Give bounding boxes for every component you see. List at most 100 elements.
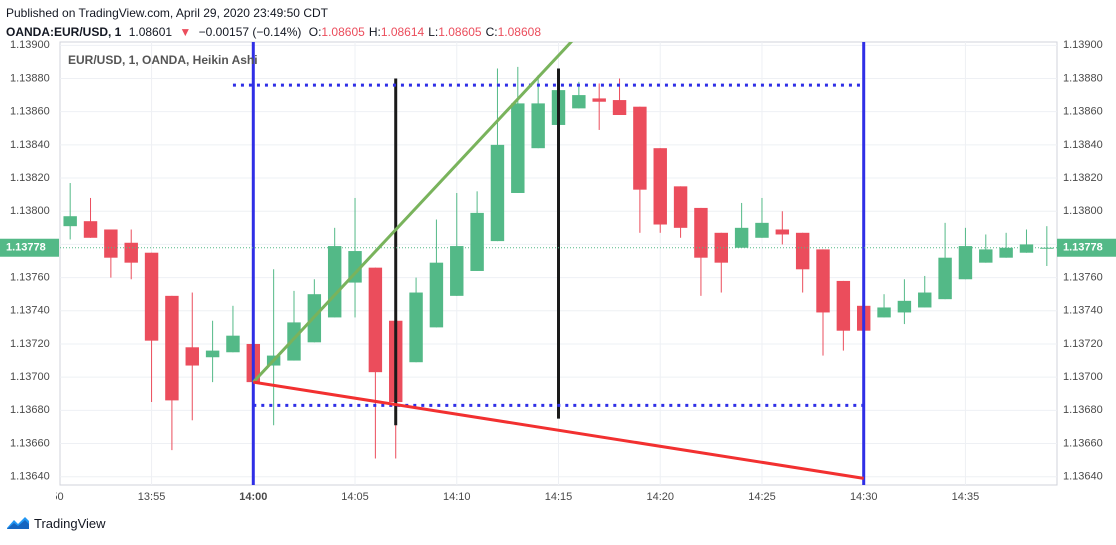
candle-body bbox=[877, 307, 891, 318]
y-tick-label: 1.13880 bbox=[10, 72, 50, 84]
candle-body bbox=[144, 252, 159, 341]
candle-body bbox=[368, 267, 383, 373]
candle-body bbox=[795, 232, 810, 270]
candle-body bbox=[938, 257, 952, 300]
candle-body bbox=[327, 246, 342, 318]
y-tick-label: 1.13700 bbox=[10, 371, 50, 383]
candle-body bbox=[429, 262, 444, 328]
last-price-label: 1.13778 bbox=[6, 242, 46, 254]
y-tick-label: 1.13900 bbox=[10, 39, 50, 51]
ohlc-value: 1.08605 bbox=[438, 25, 482, 39]
y-tick-label: 1.13840 bbox=[10, 139, 50, 151]
chart: 1.13640 1.13640 1.13660 1.13660 1.13680 1.136… bbox=[0, 39, 1116, 503]
ohlc: O:1.08605 H:1.08614 L:1.08605 C:1.08608 bbox=[309, 25, 545, 39]
x-tick-label: 13:55 bbox=[138, 491, 166, 503]
last-price-label: 1.13778 bbox=[1063, 242, 1103, 254]
y-tick-label-right: 1.13640 bbox=[1063, 471, 1103, 483]
y-tick-label-right: 1.13840 bbox=[1063, 139, 1103, 151]
candle-body bbox=[999, 247, 1013, 258]
y-tick-label-right: 1.13720 bbox=[1063, 338, 1103, 350]
candle-body bbox=[165, 295, 179, 401]
y-tick-label: 1.13660 bbox=[10, 437, 50, 449]
candle-body bbox=[104, 229, 118, 258]
candle-body bbox=[694, 207, 708, 258]
ohlc-label: C: bbox=[485, 25, 498, 39]
candle-body bbox=[226, 335, 240, 353]
candle-body bbox=[287, 322, 301, 361]
candle-body bbox=[1019, 244, 1034, 253]
change: −0.00157 (−0.14%) bbox=[198, 25, 302, 39]
candle-body bbox=[63, 216, 77, 227]
candle-body bbox=[409, 292, 423, 363]
x-tick-label: 14:25 bbox=[748, 491, 776, 503]
y-tick-label-right: 1.13820 bbox=[1063, 172, 1103, 184]
candle-body bbox=[755, 222, 769, 238]
chart-title: EUR/USD, 1, OANDA, Heikin Ashi bbox=[68, 53, 258, 67]
candle-body bbox=[450, 246, 464, 296]
candle-body bbox=[612, 100, 627, 116]
candle-body bbox=[979, 249, 993, 263]
candle-body bbox=[185, 347, 199, 366]
last: 1.08601 bbox=[128, 25, 173, 39]
x-tick-label: 14:05 bbox=[341, 491, 369, 503]
trend-line bbox=[253, 380, 864, 480]
ohlc-value: 1.08608 bbox=[497, 25, 541, 39]
candle-body bbox=[714, 232, 728, 263]
x-tick-label: 14:20 bbox=[646, 491, 674, 503]
candle-body bbox=[836, 280, 851, 331]
candle-body bbox=[775, 229, 790, 235]
y-tick-label-right: 1.13800 bbox=[1063, 205, 1103, 217]
symbol-line: OANDA:EUR/USD, 1 1.08601 ▼ −0.00157 (−0.… bbox=[6, 23, 549, 42]
y-tick-label: 1.13680 bbox=[10, 404, 50, 416]
candle-body bbox=[511, 103, 525, 193]
symbol: OANDA:EUR/USD, 1 bbox=[6, 25, 122, 39]
brand: TradingView bbox=[34, 515, 106, 531]
candle-body bbox=[897, 300, 912, 313]
y-tick-label: 1.13740 bbox=[10, 305, 50, 317]
trend-line bbox=[252, 42, 574, 384]
header: Published on TradingView.com, April 29, … bbox=[6, 4, 549, 42]
logo bbox=[7, 517, 29, 529]
ohlc-label: O: bbox=[308, 25, 322, 39]
candle-body bbox=[470, 212, 484, 271]
x-tick-label: 14:15 bbox=[545, 491, 573, 503]
candle-body bbox=[918, 292, 932, 308]
x-tick-label: 14:10 bbox=[443, 491, 471, 503]
y-tick-label-right: 1.13860 bbox=[1063, 106, 1103, 118]
y-tick-label: 1.13640 bbox=[10, 471, 50, 483]
candle-body bbox=[592, 98, 606, 102]
ohlc-value: 1.08614 bbox=[380, 25, 425, 39]
last-price-box bbox=[0, 238, 59, 257]
ohlc-label: L: bbox=[428, 25, 439, 39]
candle-body bbox=[572, 95, 586, 109]
candle-body bbox=[205, 350, 220, 358]
y-tick-label-right: 1.13880 bbox=[1063, 72, 1103, 84]
last-price-box bbox=[1057, 238, 1116, 257]
candle-body bbox=[1040, 247, 1054, 249]
candle-body bbox=[958, 246, 973, 280]
y-tick-label-right: 1.13660 bbox=[1063, 437, 1103, 449]
y-tick-label-right: 1.13740 bbox=[1063, 305, 1103, 317]
y-tick-label: 1.13760 bbox=[10, 272, 50, 284]
y-tick-label-right: 1.13700 bbox=[1063, 371, 1103, 383]
y-tick-label: 1.13860 bbox=[10, 106, 50, 118]
y-tick-label: 1.13820 bbox=[10, 172, 50, 184]
y-tick-label-right: 1.13900 bbox=[1063, 39, 1103, 51]
y-tick-label: 1.13800 bbox=[10, 205, 50, 217]
ohlc-value: 1.08605 bbox=[321, 25, 365, 39]
x-tick-label: 14:35 bbox=[952, 491, 980, 503]
x-tick-label: 14:00 bbox=[239, 491, 267, 503]
y-tick-label: 1.13720 bbox=[10, 338, 50, 350]
ohlc-label: H: bbox=[368, 25, 381, 39]
candle-body bbox=[633, 106, 647, 190]
candle-body bbox=[490, 144, 505, 242]
candle-body bbox=[816, 249, 830, 313]
candle-body bbox=[531, 103, 545, 149]
published: Published on TradingView.com, April 29, … bbox=[6, 6, 328, 20]
x-tick-label: 13:50 bbox=[36, 491, 64, 503]
candle-body bbox=[653, 148, 667, 225]
candle-body bbox=[83, 221, 98, 238]
arrow: ▼ bbox=[179, 25, 192, 39]
x-tick-label: 14:30 bbox=[850, 491, 878, 503]
